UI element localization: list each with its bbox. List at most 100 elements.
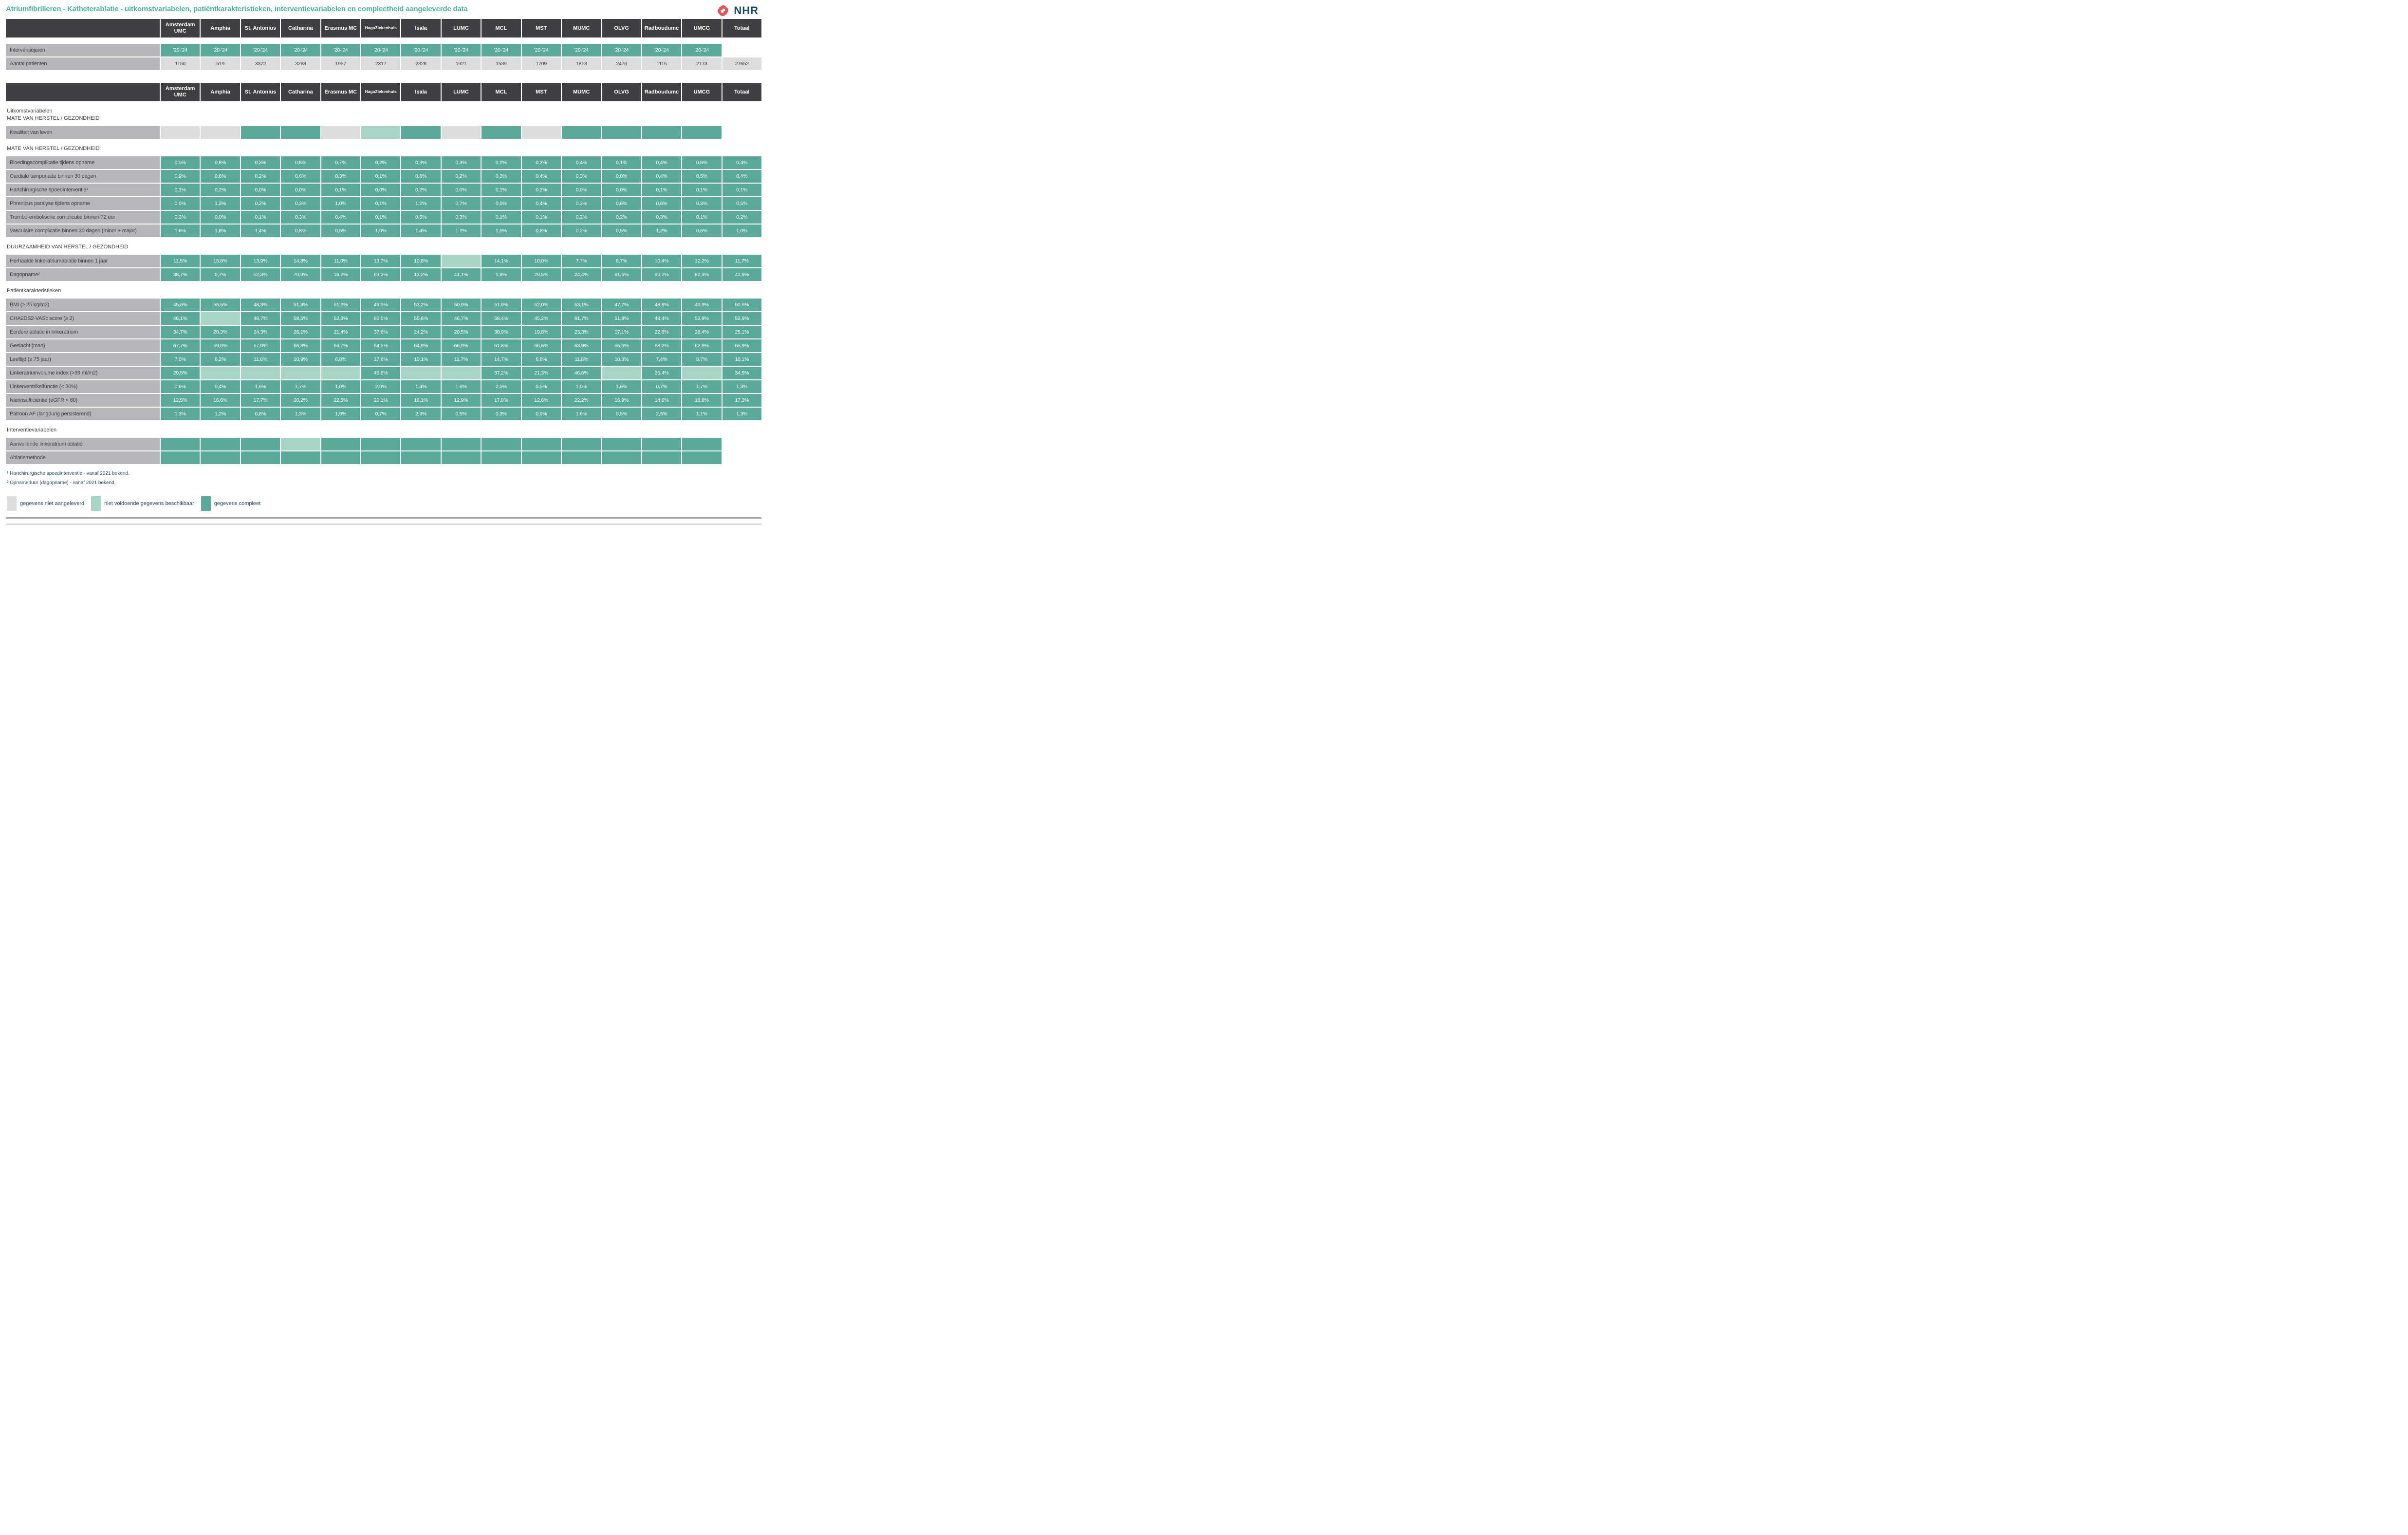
value-cell-hagaziekenhuis: 0,7% — [361, 408, 401, 420]
value-cell-amphia: 0,4% — [201, 380, 240, 393]
value-cell-olvg: 17,1% — [602, 326, 641, 338]
value-cell-radboudumc — [642, 126, 682, 139]
intro-rows: Interventiejaren '20-'24'20-'24'20-'24'20… — [6, 44, 761, 70]
column-header-mst: MST — [521, 19, 561, 37]
value-cell-erasmus-mc: 0,1% — [321, 184, 360, 196]
row-label: Dagopname² — [6, 268, 160, 281]
value-cell-mcl: 37,2% — [482, 367, 521, 379]
value-cell-olvg: 61,6% — [602, 268, 641, 281]
value-cell-amphia: 55,5% — [201, 299, 240, 311]
legend-swatch-insufficient — [91, 496, 101, 511]
value-cell-totaal: 41,9% — [722, 268, 761, 281]
value-cell-amphia — [201, 451, 240, 464]
value-cell-totaal: 1,3% — [722, 380, 761, 393]
value-cell-erasmus-mc: 1,0% — [321, 197, 360, 210]
value-cell-umcg: 2173 — [682, 57, 722, 70]
value-cell-catharina: 66,8% — [281, 339, 320, 352]
value-cell-mcl: 0,2% — [482, 156, 521, 169]
value-cell-catharina: 14,8% — [281, 255, 320, 267]
value-cell-mcl: 61,8% — [482, 339, 521, 352]
value-cell-amsterdam-umc: 0,6% — [161, 380, 200, 393]
value-cell-erasmus-mc — [321, 438, 360, 450]
row-label: Linkerventrikelfunctie (< 30%) — [6, 380, 160, 393]
value-cell-lumc: 1921 — [441, 57, 481, 70]
value-cell-hagaziekenhuis: 63,3% — [361, 268, 401, 281]
value-cell-olvg: 2476 — [602, 57, 641, 70]
value-cell-hagaziekenhuis: 0,1% — [361, 211, 401, 224]
value-cell-lumc: 46,7% — [441, 312, 481, 325]
row-label: Hartchirurgische spoedinterventie¹ — [6, 184, 160, 196]
value-cell-lumc — [441, 367, 481, 379]
value-cell-mumc: 53,1% — [562, 299, 601, 311]
row-label: Aanvullende linkeratrium ablatie — [6, 438, 160, 450]
column-header-erasmus-mc: Erasmus MC — [321, 19, 360, 37]
legend-item-missing: gegevens niet aangeleverd — [7, 496, 84, 511]
value-cell-isala: 64,9% — [401, 339, 441, 352]
value-cell-radboudumc — [642, 451, 682, 464]
value-cell-hagaziekenhuis: 0,1% — [361, 170, 401, 183]
value-cell-totaal: 1,0% — [722, 225, 761, 237]
value-cell-radboudumc: 0,3% — [642, 211, 682, 224]
value-cell-isala — [401, 367, 441, 379]
nhr-logo-text: NHR — [734, 4, 759, 17]
value-cell-mcl — [482, 438, 521, 450]
value-cell-umcg: 1,7% — [682, 380, 722, 393]
value-cell-olvg: 0,1% — [602, 156, 641, 169]
row-label: Interventiejaren — [6, 44, 160, 56]
row-label: Phrenicus paralyse tijdens opname — [6, 197, 160, 210]
value-cell-mst: 0,4% — [521, 197, 561, 210]
value-cell-amphia — [201, 438, 240, 450]
table-row: Kwaliteit van leven — [6, 126, 761, 139]
section-heading: Interventievariabelen — [7, 427, 761, 434]
value-cell-hagaziekenhuis: 1,0% — [361, 225, 401, 237]
value-cell-mcl: 2,5% — [482, 380, 521, 393]
value-cell-mst: 0,3% — [521, 156, 561, 169]
value-cell-catharina: 1,3% — [281, 408, 320, 420]
section-heading-line: MATE VAN HERSTEL / GEZONDHEID — [7, 115, 100, 121]
value-cell-st-antonius: 67,0% — [241, 339, 280, 352]
value-cell-totaal: 27652 — [722, 57, 761, 70]
value-cell-mst — [521, 126, 561, 139]
value-cell-mst: 6,8% — [521, 353, 561, 366]
value-cell-amsterdam-umc: 0,9% — [161, 170, 200, 183]
value-cell-umcg: 82,3% — [682, 268, 722, 281]
section-heading: DUURZAAMHEID VAN HERSTEL / GEZONDHEID — [7, 243, 761, 251]
value-cell-mst: 1709 — [521, 57, 561, 70]
section-heading-line: DUURZAAMHEID VAN HERSTEL / GEZONDHEID — [7, 244, 129, 250]
row-label: Bloedingscomplicatie tijdens opname — [6, 156, 160, 169]
value-cell-radboudumc: 14,6% — [642, 394, 682, 407]
value-cell-hagaziekenhuis: 20,1% — [361, 394, 401, 407]
row-label: Kwaliteit van leven — [6, 126, 160, 139]
value-cell-erasmus-mc — [321, 367, 360, 379]
value-cell-catharina — [281, 438, 320, 450]
main-table: Amsterdam UMC Amphia St. Antonius Catharina… — [6, 83, 761, 464]
value-cell-amphia: 0,6% — [201, 170, 240, 183]
row-label: Aantal patiënten — [6, 57, 160, 70]
column-header-hagaziekenhuis: HagaZiekenhuis — [361, 83, 401, 101]
value-cell-radboudumc: 1115 — [642, 57, 682, 70]
table-header-corner — [6, 83, 160, 101]
value-cell-isala — [401, 126, 441, 139]
table-header-corner — [6, 19, 160, 37]
value-cell-amsterdam-umc: 1,6% — [161, 225, 200, 237]
value-cell-amphia: 0,7% — [201, 268, 240, 281]
value-cell-catharina: 0,0% — [281, 184, 320, 196]
value-cell-mcl: 1,5% — [482, 225, 521, 237]
value-cell-mst — [521, 451, 561, 464]
value-cell-amphia: 1,2% — [201, 408, 240, 420]
value-cell-mcl: 58,4% — [482, 312, 521, 325]
value-cell-isala — [401, 451, 441, 464]
value-cell-amphia — [201, 312, 240, 325]
value-cell-mumc: 0,0% — [562, 184, 601, 196]
value-cell-lumc: 12,9% — [441, 394, 481, 407]
nhr-hearts-icon — [718, 5, 729, 17]
value-cell-mst: 10,0% — [521, 255, 561, 267]
value-cell-mcl: 1539 — [482, 57, 521, 70]
value-cell-st-antonius — [241, 451, 280, 464]
value-cell-amsterdam-umc: 67,7% — [161, 339, 200, 352]
value-cell-lumc: 0,3% — [441, 211, 481, 224]
value-cell-isala: 0,5% — [401, 211, 441, 224]
value-cell-radboudumc: 48,4% — [642, 312, 682, 325]
value-cell-catharina — [281, 367, 320, 379]
value-cell-totaal — [722, 438, 761, 450]
